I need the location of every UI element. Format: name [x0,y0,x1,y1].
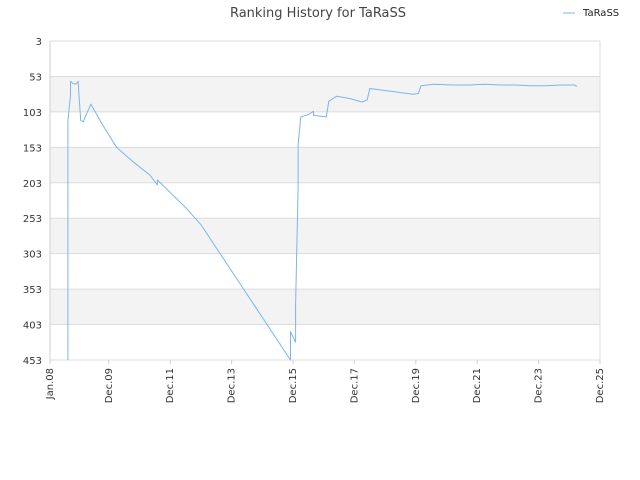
plot-band [50,147,600,183]
y-tick-label: 453 [23,356,42,367]
y-tick-label: 303 [23,250,42,261]
y-tick-label: 53 [29,72,42,83]
plot-band [50,289,600,325]
x-tick-label: Jan.08 [45,368,56,400]
x-tick-label: Dec.13 [227,368,238,403]
y-tick-label: 3 [36,37,42,48]
series-line-tarass [67,80,578,361]
x-tick-label: Dec.25 [595,368,606,403]
y-tick-label: 253 [23,214,42,225]
y-tick-label: 203 [23,179,42,190]
y-tick-label: 153 [23,143,42,154]
x-tick-label: Dec.23 [534,368,545,403]
x-tick-label: Dec.17 [349,368,360,403]
plot-band [50,76,600,112]
x-tick-label: Dec.11 [165,368,176,403]
x-tick-label: Dec.09 [104,368,115,403]
legend: TaRaSS [563,8,619,19]
x-tick-label: Dec.21 [472,368,483,403]
y-tick-label: 353 [23,285,42,296]
chart-title: Ranking History for TaRaSS [230,6,406,21]
x-tick-label: Dec.15 [288,368,299,403]
y-tick-label: 403 [23,321,42,332]
x-tick-label: Dec.19 [411,368,422,403]
y-tick-label: 103 [23,108,42,119]
legend-label: TaRaSS [582,8,619,19]
plot-band [50,218,600,254]
